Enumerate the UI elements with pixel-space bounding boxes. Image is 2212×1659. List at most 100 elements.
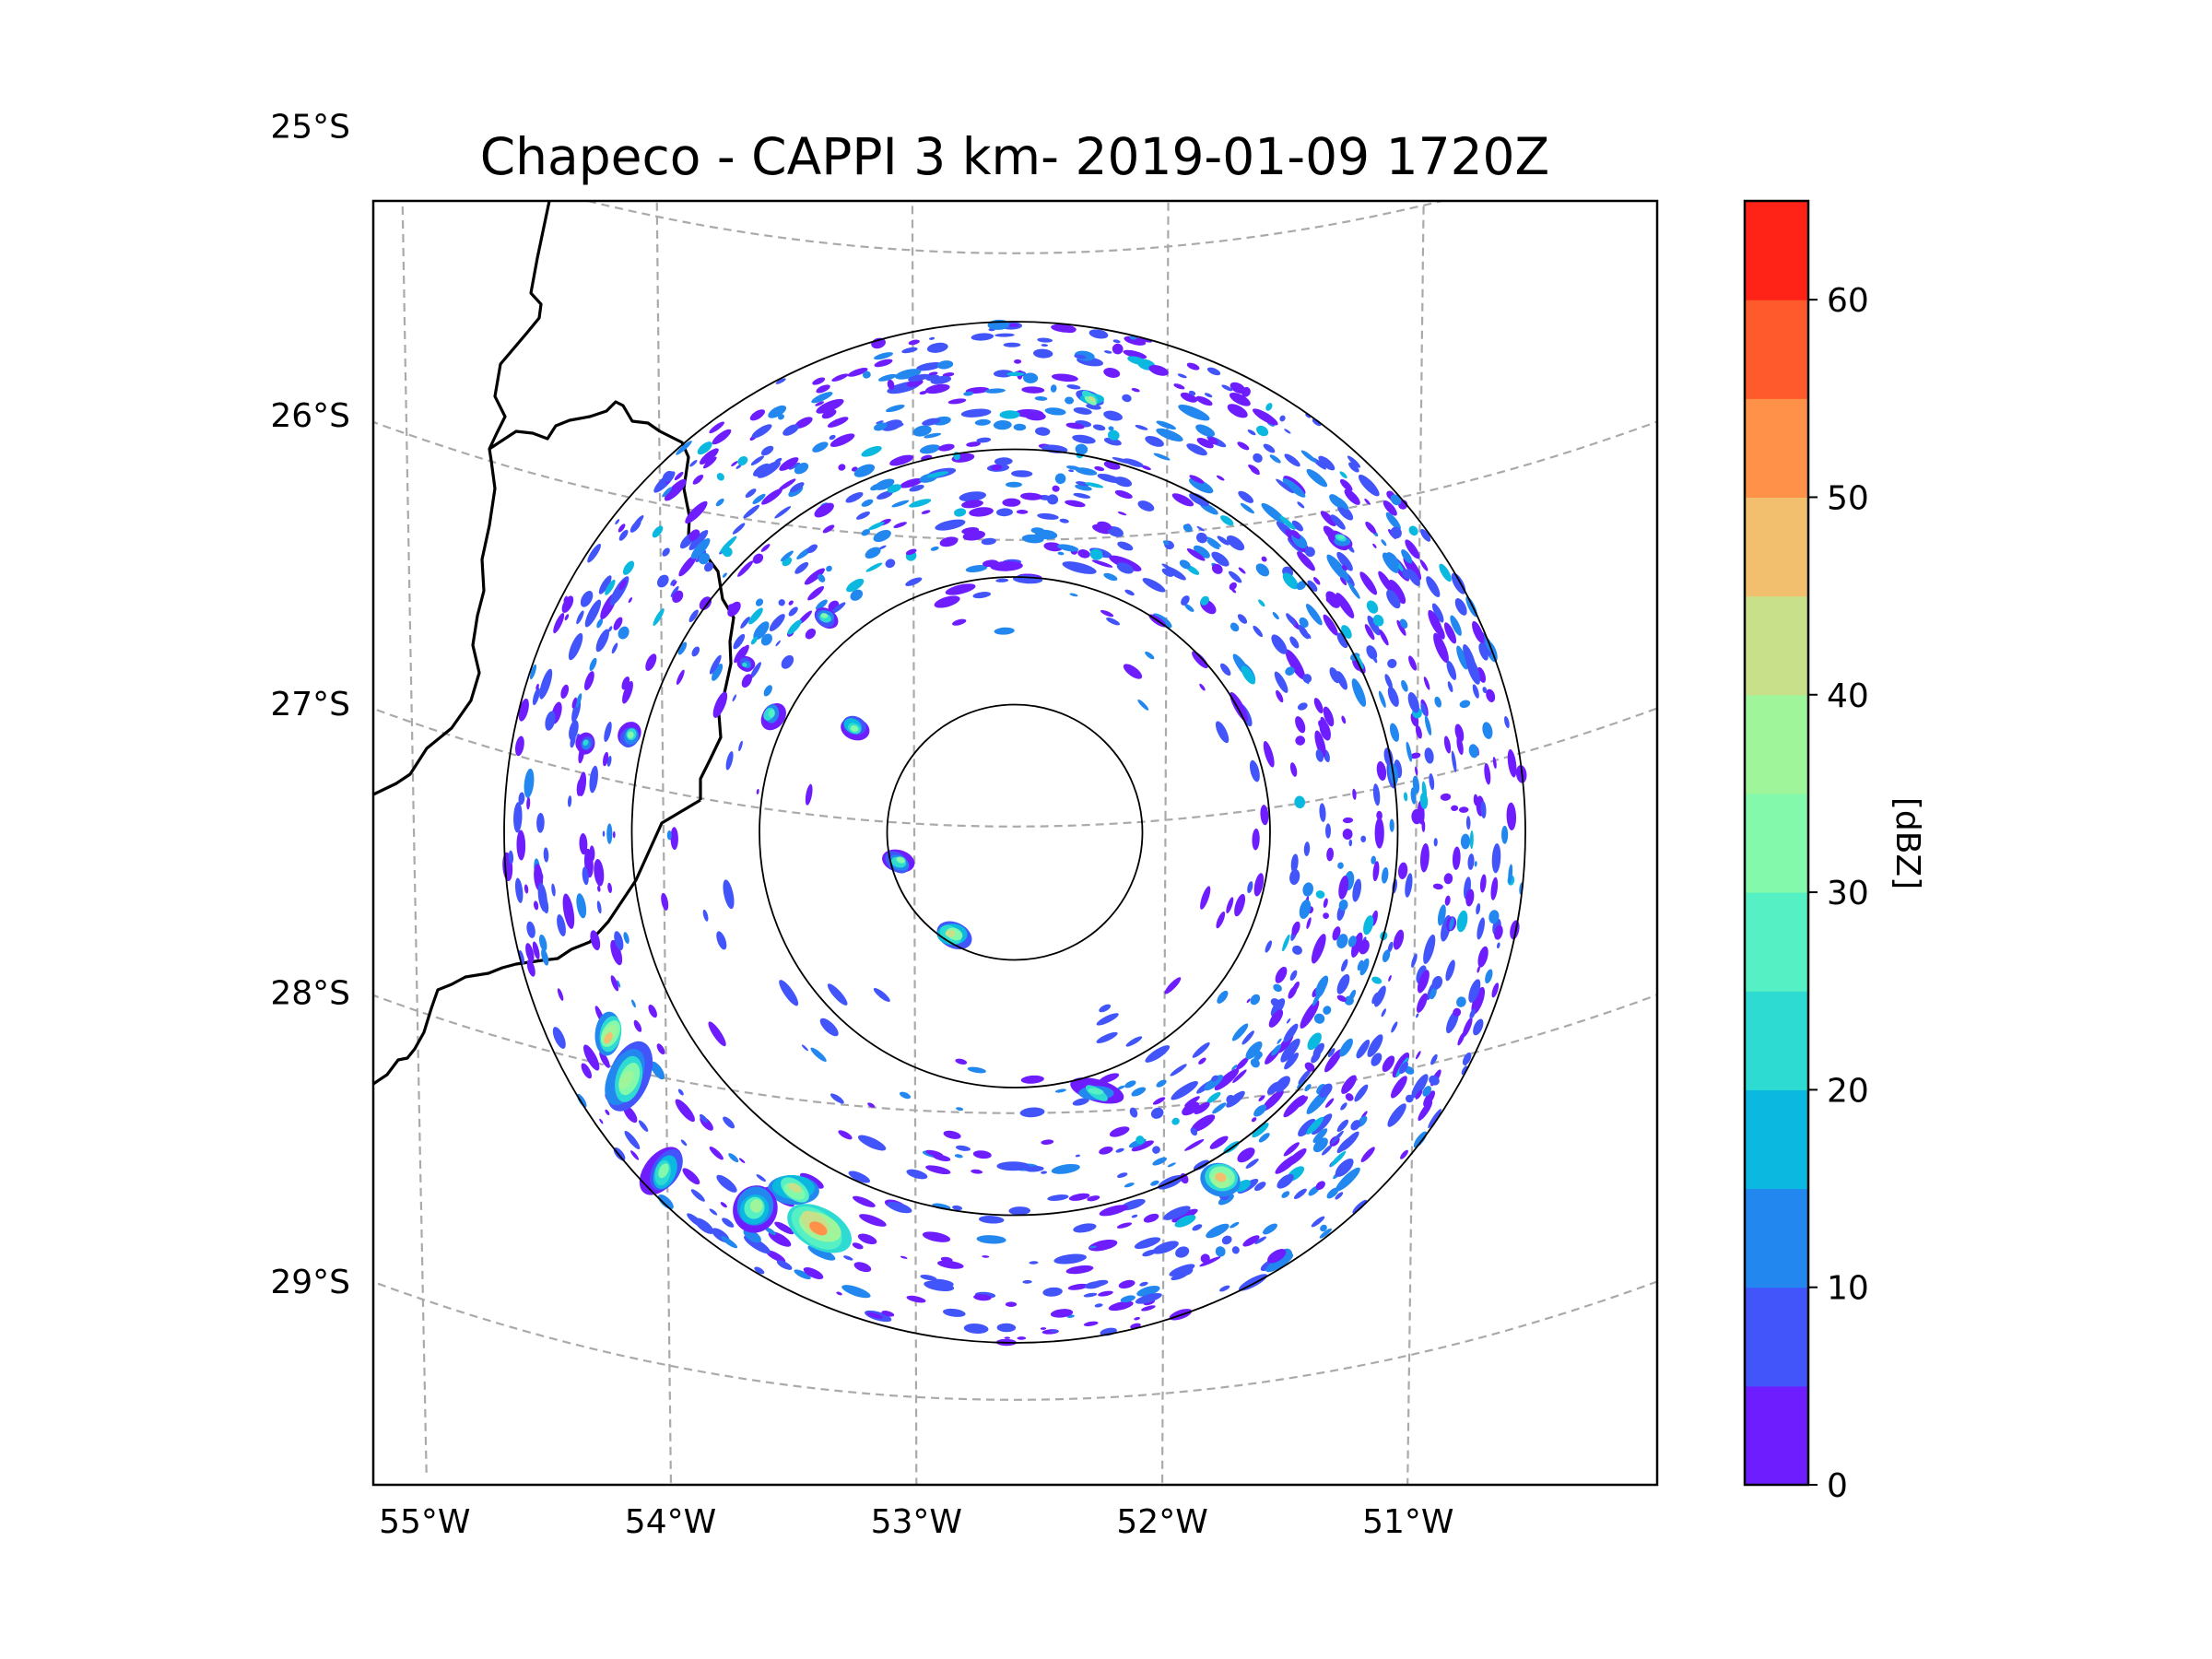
echo-cell: [738, 1158, 746, 1164]
echo-cell: [622, 560, 635, 575]
echo-cell: [1186, 547, 1206, 561]
echo-cell: [811, 392, 833, 404]
echo-cell: [691, 646, 700, 657]
colorbar-label: [dBZ]: [1888, 797, 1926, 889]
echo-cell: [920, 1275, 937, 1281]
latitude-tick-label: 29°S: [270, 1264, 350, 1301]
echo-cell: [1131, 1140, 1154, 1152]
echo-cell: [1430, 1053, 1438, 1065]
echo-cell: [1103, 350, 1112, 354]
echo-cell: [853, 464, 876, 477]
echo-cell: [1247, 429, 1256, 436]
echo-cell: [1459, 700, 1471, 709]
echo-cell: [1371, 976, 1382, 984]
colorbar-bands: [1745, 201, 1808, 1486]
echo-cell: [529, 664, 537, 680]
echo-cell: [1163, 1206, 1191, 1220]
echo-cell: [1072, 1098, 1089, 1106]
echo-cell: [564, 614, 570, 621]
echo-cell: [1387, 1103, 1406, 1127]
echo-cell: [1020, 1075, 1044, 1084]
echo-cell: [757, 461, 781, 478]
echo-cell: [1320, 511, 1336, 527]
echo-cell: [1098, 1290, 1113, 1297]
echo-cell: [1188, 477, 1214, 494]
echo-cell: [1217, 535, 1230, 546]
echo-cell: [765, 1250, 786, 1263]
longitude-gridline: [1160, 201, 1170, 1485]
echo-cell: [830, 433, 855, 447]
echo-cell: [1051, 373, 1078, 382]
echo-cell: [1186, 443, 1207, 456]
echo-cell: [1258, 1095, 1265, 1101]
echo-cell: [976, 437, 992, 443]
echo-cell: [1371, 855, 1377, 865]
echo-cell: [754, 1266, 765, 1275]
echo-cell: [768, 405, 787, 418]
echo-cell: [1423, 677, 1430, 690]
echo-cell: [1420, 528, 1431, 542]
echo-cell: [1476, 902, 1481, 915]
echo-cell: [1496, 942, 1500, 949]
echo-cell: [709, 654, 722, 675]
echo-cell: [1406, 1094, 1414, 1103]
echo-cell: [703, 561, 714, 572]
echo-cell: [1131, 387, 1140, 393]
echo-cell: [1319, 1083, 1333, 1098]
echo-cell: [538, 934, 547, 952]
echo-cell: [967, 1066, 986, 1074]
echo-cell: [874, 422, 888, 431]
echo-cell: [1452, 846, 1461, 870]
echo-cell: [1156, 1079, 1167, 1088]
echo-cell: [1193, 1159, 1209, 1171]
echo-cell: [1279, 515, 1296, 530]
echo-cell: [1013, 423, 1027, 431]
echo-cell: [1137, 500, 1155, 512]
echo-cell: [526, 921, 535, 938]
echo-cell: [1359, 958, 1370, 976]
echo-cell: [1108, 426, 1114, 431]
colorbar-band: [1745, 595, 1808, 696]
echo-cell: [1068, 469, 1075, 473]
echo-cell: [1290, 853, 1299, 873]
echo-cell: [1451, 572, 1466, 594]
echo-cell: [1265, 940, 1273, 953]
echo-cell: [896, 856, 906, 864]
echo-cell: [752, 493, 766, 504]
echo-cell: [742, 663, 747, 667]
echo-cell: [1401, 549, 1413, 564]
echo-cell: [1295, 716, 1306, 734]
echo-cell: [662, 487, 672, 498]
echo-cell: [1065, 422, 1085, 429]
echo-cell: [812, 377, 826, 385]
echo-cell: [1315, 890, 1325, 899]
echo-cell: [959, 491, 987, 502]
echo-cell: [1125, 1036, 1143, 1047]
echo-cell: [610, 975, 619, 992]
colorbar-frame: [1743, 199, 1810, 1487]
echo-cell: [1096, 1013, 1119, 1026]
echo-cell: [818, 573, 826, 582]
echo-cell: [1084, 1281, 1103, 1289]
echo-cell: [618, 626, 629, 640]
echo-cell: [909, 499, 932, 508]
echo-cell: [1043, 542, 1063, 552]
echo-cell: [1103, 572, 1118, 582]
echo-cell: [621, 676, 630, 690]
echo-cell: [596, 900, 602, 914]
echo-cell: [1171, 1117, 1180, 1125]
echo-cell: [1407, 692, 1419, 713]
echo-cell: [1182, 1101, 1200, 1116]
figure-title: Chapeco - CAPPI 3 km- 2019-01-09 1720Z: [480, 127, 1549, 186]
echo-cell: [557, 914, 566, 936]
colorbar-ticks: 0 10 20 30 40 50 60: [1808, 282, 1869, 1505]
echo-cell: [1387, 941, 1394, 953]
echo-cell: [1465, 596, 1477, 618]
echo-cell: [1336, 1119, 1349, 1133]
echo-cell: [1279, 415, 1286, 422]
echo-cell: [604, 722, 612, 742]
echo-cell: [1232, 1069, 1247, 1083]
echo-cell: [662, 470, 675, 483]
echo-cell: [1434, 696, 1441, 708]
echo-cell: [1083, 1292, 1098, 1298]
